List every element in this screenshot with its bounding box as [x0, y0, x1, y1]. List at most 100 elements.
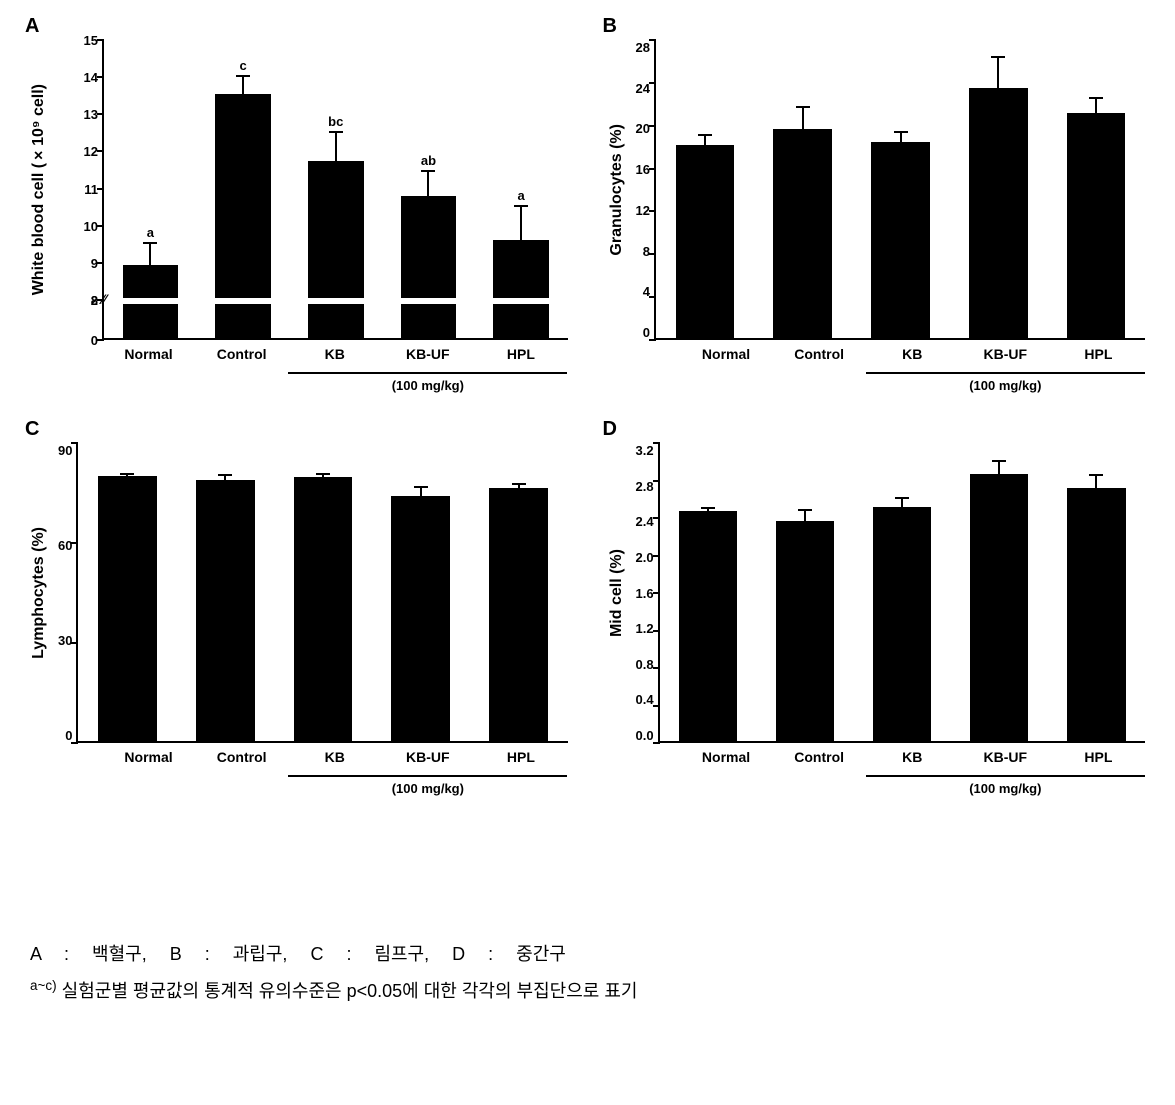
error-bar — [998, 460, 1000, 474]
ylabel-d: Mid cell (%) — [608, 549, 626, 637]
bar-upper — [308, 161, 364, 298]
panel-d: D Mid cell (%) 3.22.82.42.01.61.20.80.40… — [608, 423, 1146, 796]
bar — [776, 521, 834, 741]
ytick-label: 2 — [91, 293, 98, 308]
ytick-label: 10 — [84, 219, 98, 234]
category-label: HPL — [1052, 346, 1145, 362]
category-label: KB-UF — [959, 346, 1052, 362]
xlabels-d: NormalControlKBKB-UFHPL — [680, 749, 1146, 765]
category-label: KB — [866, 749, 959, 765]
ytick-label: 13 — [84, 107, 98, 122]
category-label: KB-UF — [959, 749, 1052, 765]
bar-cell — [951, 443, 1048, 741]
category-label: KB — [288, 749, 381, 765]
ytick-label: 2.0 — [636, 550, 654, 565]
plot-area-b — [654, 40, 1145, 340]
panel-b: B Granulocytes (%) 2824201612840 NormalC… — [608, 20, 1146, 393]
category-label: Normal — [102, 749, 195, 765]
category-label: HPL — [1052, 749, 1145, 765]
error-bar — [704, 134, 706, 145]
category-label: Normal — [680, 346, 773, 362]
category-label: Control — [195, 346, 288, 362]
chart-c: Lymphocytes (%) 9060300 — [30, 443, 568, 743]
error-bar — [126, 473, 128, 476]
error-bar — [335, 131, 337, 161]
treatment-label-c: (100 mg/kg) — [102, 775, 568, 796]
bar-upper — [493, 240, 549, 298]
error-bar — [518, 483, 520, 488]
ytick-label: 14 — [84, 70, 98, 85]
ytick-label: 60 — [58, 538, 72, 553]
treatment-bracket: (100 mg/kg) — [866, 775, 1145, 796]
error-bar — [520, 205, 522, 240]
figure-caption: A : 백혈구, B : 과립구, C : 림프구, D : 중간구 a~c) … — [30, 936, 1145, 1009]
ylabel-a: White blood cell (×10⁹ cell) — [30, 84, 48, 295]
panel-a: A White blood cell (×10⁹ cell) 151413121… — [30, 20, 568, 393]
significance-label: a — [518, 188, 525, 203]
chart-b: Granulocytes (%) 2824201612840 — [608, 40, 1146, 340]
footnote-text: 실험군별 평균값의 통계적 유의수준은 p<0.05에 대한 각각의 부집단으로… — [57, 981, 638, 1001]
caption-item: C : 림프구, — [310, 944, 429, 964]
error-bar — [149, 242, 151, 264]
xlabels-b: NormalControlKBKB-UFHPL — [680, 346, 1146, 362]
category-label: Control — [773, 749, 866, 765]
bar — [871, 142, 930, 338]
category-label: Control — [773, 346, 866, 362]
error-bar — [242, 75, 244, 94]
bar-cell — [1047, 40, 1145, 338]
error-bar — [427, 170, 429, 196]
significance-label: ab — [421, 153, 436, 168]
bar-cell: a — [104, 40, 197, 338]
panel-letter-a: A — [25, 15, 39, 38]
yaxis-a: 1514131211109820 — [58, 40, 102, 340]
ytick-label: 4 — [636, 284, 650, 299]
category-label: HPL — [474, 749, 567, 765]
plot-area-d — [658, 443, 1145, 743]
panel-letter-d: D — [603, 418, 617, 441]
plot-area-c — [76, 443, 567, 743]
bar-cell — [78, 443, 176, 741]
plot-area-a: ⁄⁄ acbcaba — [102, 40, 568, 340]
ytick-label: 0 — [58, 728, 72, 743]
ytick-label: 30 — [58, 633, 72, 648]
bar-cell: ab — [382, 40, 475, 338]
category-label: Normal — [102, 346, 195, 362]
bar-cell — [949, 40, 1047, 338]
ytick-label: 0.8 — [636, 657, 654, 672]
ytick-label: 15 — [84, 33, 98, 48]
error-bar — [900, 131, 902, 142]
caption-footnote: a~c) 실험군별 평균값의 통계적 유의수준은 p<0.05에 대한 각각의 … — [30, 972, 1145, 1009]
chart-a: White blood cell (×10⁹ cell) 15141312111… — [30, 40, 568, 340]
yaxis-c: 9060300 — [58, 443, 76, 743]
category-label: Normal — [680, 749, 773, 765]
chart-d: Mid cell (%) 3.22.82.42.01.61.20.80.40.0 — [608, 443, 1146, 743]
bar-upper — [215, 94, 271, 298]
error-bar — [997, 56, 999, 88]
ytick-label: 0 — [636, 325, 650, 340]
treatment-label-d: (100 mg/kg) — [680, 775, 1146, 796]
panel-letter-c: C — [25, 418, 39, 441]
ytick-label: 20 — [636, 121, 650, 136]
ytick-label: 28 — [636, 40, 650, 55]
error-bar — [1095, 474, 1097, 488]
ytick-label: 12 — [84, 144, 98, 159]
error-bar — [804, 509, 806, 520]
bar-cell: bc — [289, 40, 382, 338]
bar-lower — [215, 304, 271, 338]
significance-label: a — [147, 225, 154, 240]
xlabels-a: NormalControlKBKB-UFHPL — [102, 346, 568, 362]
bar-cell — [757, 443, 854, 741]
bar — [391, 496, 450, 741]
treatment-label-b: (100 mg/kg) — [680, 372, 1146, 393]
ytick-label: 1.6 — [636, 586, 654, 601]
bar-cell — [1048, 443, 1145, 741]
bar-lower — [123, 304, 179, 338]
ytick-label: 24 — [636, 81, 650, 96]
bar-lower — [308, 304, 364, 338]
bar — [1067, 113, 1126, 338]
bar — [196, 480, 255, 741]
category-label: KB — [866, 346, 959, 362]
error-bar — [322, 473, 324, 476]
bar-cell — [656, 40, 754, 338]
treatment-label-a: (100 mg/kg) — [102, 372, 568, 393]
